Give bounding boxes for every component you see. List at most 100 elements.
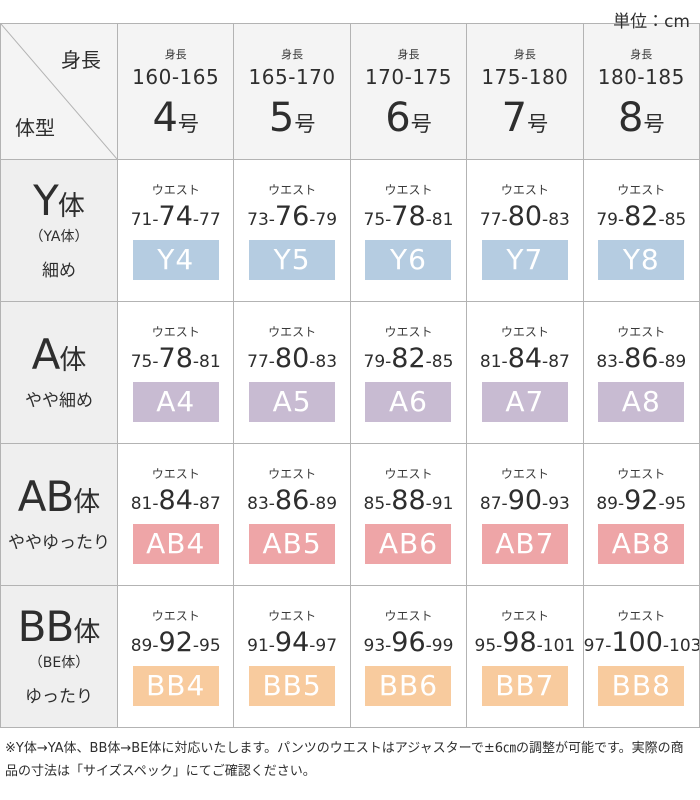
bodytype-name: AB体 [17,472,101,521]
size-cell-bb6: ウエスト 93-96-99 BB6 [349,585,468,728]
waist-label: ウエスト [268,325,317,339]
height-range: 160-165 [132,64,220,89]
size-cell-y4: ウエスト 71-74-77 Y4 [116,159,235,302]
row-header-a: A体 やや細め [0,301,118,444]
size-cell-a4: ウエスト 75-78-81 A4 [116,301,235,444]
waist-range: 91-94-97 [247,627,338,658]
height-range: 165-170 [248,64,336,89]
size-cell-a5: ウエスト 77-80-83 A5 [233,301,351,444]
waist-label: ウエスト [500,609,549,623]
waist-range: 73-76-79 [247,201,338,232]
size-number: 7号 [501,94,549,141]
bodytype-name: Y体 [33,176,85,225]
waist-range: 89-92-95 [130,627,221,658]
size-badge: A4 [132,382,219,422]
waist-label: ウエスト [151,183,200,197]
size-badge: Y8 [598,240,685,280]
column-header-size7: 身長 175-180 7号 [466,23,584,160]
size-cell-bb4: ウエスト 89-92-95 BB4 [116,585,235,728]
height-label: 身長 [397,47,420,61]
waist-range: 95-98-101 [474,627,576,658]
size-badge: Y7 [481,240,568,280]
waist-label: ウエスト [151,325,200,339]
size-badge: BB4 [132,666,219,706]
row-header-bb: BB体 （BE体） ゆったり [0,585,118,728]
size-badge: BB6 [365,666,452,706]
waist-label: ウエスト [617,609,666,623]
bodytype-desc: 細め [42,261,76,281]
bodytype-name: A体 [31,330,87,379]
size-chart-table: 身長 体型 身長 160-165 4号 身長 165-170 5号 身長 170… [0,23,700,728]
height-label: 身長 [281,47,304,61]
bodytype-desc: ゆったり [25,687,93,707]
bodytype-desc: やや細め [25,391,93,411]
size-badge: BB8 [598,666,685,706]
corner-cell: 身長 体型 [0,23,118,160]
height-label: 身長 [630,47,653,61]
row-header-y: Y体 （YA体） 細め [0,159,118,302]
waist-range: 83-86-89 [247,485,338,516]
row-ab: AB体 ややゆったり ウエスト 81-84-87 AB4 ウエスト 83-86-… [0,443,700,586]
waist-label: ウエスト [500,183,549,197]
size-badge: AB7 [481,524,568,564]
waist-range: 81-84-87 [479,343,570,374]
size-badge: BB7 [481,666,568,706]
size-number: 8号 [618,94,665,141]
size-badge: A5 [249,382,336,422]
waist-label: ウエスト [384,609,433,623]
header-row: 身長 体型 身長 160-165 4号 身長 165-170 5号 身長 170… [0,23,700,160]
waist-range: 79-82-85 [596,201,687,232]
size-cell-bb8: ウエスト 97-100-103 BB8 [582,585,700,728]
unit-label: 単位：cm [613,12,690,32]
waist-label: ウエスト [151,467,200,481]
size-cell-y6: ウエスト 75-78-81 Y6 [349,159,468,302]
size-badge: A8 [598,382,685,422]
size-cell-bb7: ウエスト 95-98-101 BB7 [466,585,584,728]
size-number: 4号 [152,94,199,141]
size-cell-y5: ウエスト 73-76-79 Y5 [233,159,351,302]
size-badge: Y5 [249,240,336,280]
size-cell-bb5: ウエスト 91-94-97 BB5 [233,585,351,728]
row-header-ab: AB体 ややゆったり [0,443,118,586]
size-cell-y8: ウエスト 79-82-85 Y8 [582,159,700,302]
size-badge: BB5 [249,666,336,706]
corner-height-label: 身長 [61,48,101,72]
waist-range: 81-84-87 [130,485,221,516]
waist-range: 77-80-83 [479,201,570,232]
waist-range: 71-74-77 [130,201,221,232]
size-badge: Y6 [365,240,452,280]
waist-range: 77-80-83 [247,343,338,374]
height-range: 175-180 [481,64,569,89]
size-badge: A6 [365,382,452,422]
column-header-size4: 身長 160-165 4号 [116,23,235,160]
bodytype-alias: （YA体） [29,229,89,245]
row-bb: BB体 （BE体） ゆったり ウエスト 89-92-95 BB4 ウエスト 91… [0,585,700,728]
size-number: 5号 [268,94,316,141]
height-range: 170-175 [364,64,453,89]
bodytype-name: BB体 [17,602,101,651]
waist-range: 87-90-93 [479,485,570,516]
size-badge: AB4 [132,524,219,564]
waist-label: ウエスト [384,467,433,481]
size-badge: Y4 [132,240,219,280]
waist-label: ウエスト [268,183,317,197]
waist-label: ウエスト [384,183,433,197]
waist-range: 79-82-85 [363,343,454,374]
waist-label: ウエスト [151,609,200,623]
size-cell-ab6: ウエスト 85-88-91 AB6 [349,443,468,586]
waist-label: ウエスト [617,183,666,197]
size-cell-a8: ウエスト 83-86-89 A8 [582,301,700,444]
bodytype-desc: ややゆったり [8,533,110,553]
height-label: 身長 [164,47,187,61]
waist-range: 89-92-95 [596,485,687,516]
size-badge: AB8 [598,524,685,564]
waist-range: 75-78-81 [363,201,454,232]
diagonal-line-icon [1,24,117,159]
waist-range: 97-100-103 [583,627,700,658]
size-badge: A7 [481,382,568,422]
height-label: 身長 [513,47,536,61]
size-cell-ab8: ウエスト 89-92-95 AB8 [582,443,700,586]
size-cell-ab4: ウエスト 81-84-87 AB4 [116,443,235,586]
column-header-size8: 身長 180-185 8号 [582,23,700,160]
waist-label: ウエスト [268,467,317,481]
